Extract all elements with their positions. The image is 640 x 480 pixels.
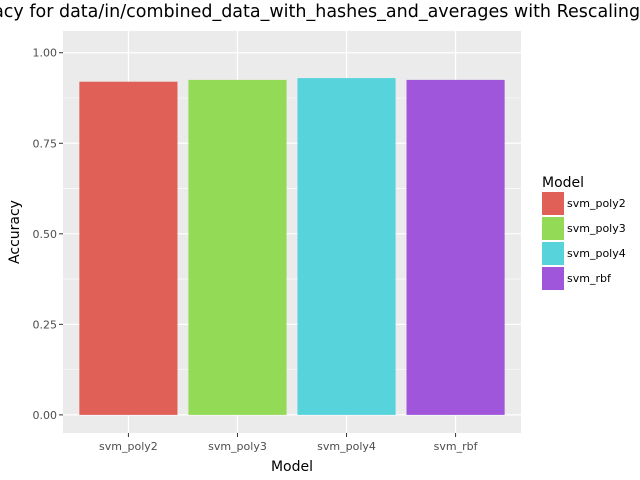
y-tick-label: 0.50	[33, 228, 58, 241]
x-axis-title: Model	[271, 459, 313, 475]
x-tick-label: svm_poly4	[317, 440, 376, 453]
legend-label: svm_poly3	[567, 222, 626, 235]
bar-svm_rbf	[406, 79, 505, 415]
legend-label: svm_rbf	[567, 272, 612, 285]
legend-key-svm_poly4	[542, 242, 564, 265]
bar-svm_poly2	[79, 81, 178, 415]
legend-key-svm_poly3	[542, 217, 564, 240]
x-tick-label: svm_poly2	[99, 440, 158, 453]
legend-key-svm_rbf	[542, 267, 564, 290]
legend-key-svm_poly2	[542, 192, 564, 215]
y-axis-title: Accuracy	[7, 200, 23, 264]
legend-title: Model	[542, 175, 584, 191]
bar-svm_poly4	[297, 78, 396, 415]
bar-svm_poly3	[188, 79, 287, 415]
y-tick-label: 1.00	[33, 47, 58, 60]
x-tick-label: svm_poly3	[208, 440, 267, 453]
chart-title: Accuracy for data/in/combined_data_with_…	[0, 2, 640, 22]
y-tick-label: 0.00	[33, 409, 58, 422]
y-tick-label: 0.25	[33, 318, 58, 331]
legend-label: svm_poly2	[567, 197, 626, 210]
x-tick-label: svm_rbf	[434, 440, 479, 453]
legend-label: svm_poly4	[567, 247, 626, 260]
y-tick-label: 0.75	[33, 137, 58, 150]
